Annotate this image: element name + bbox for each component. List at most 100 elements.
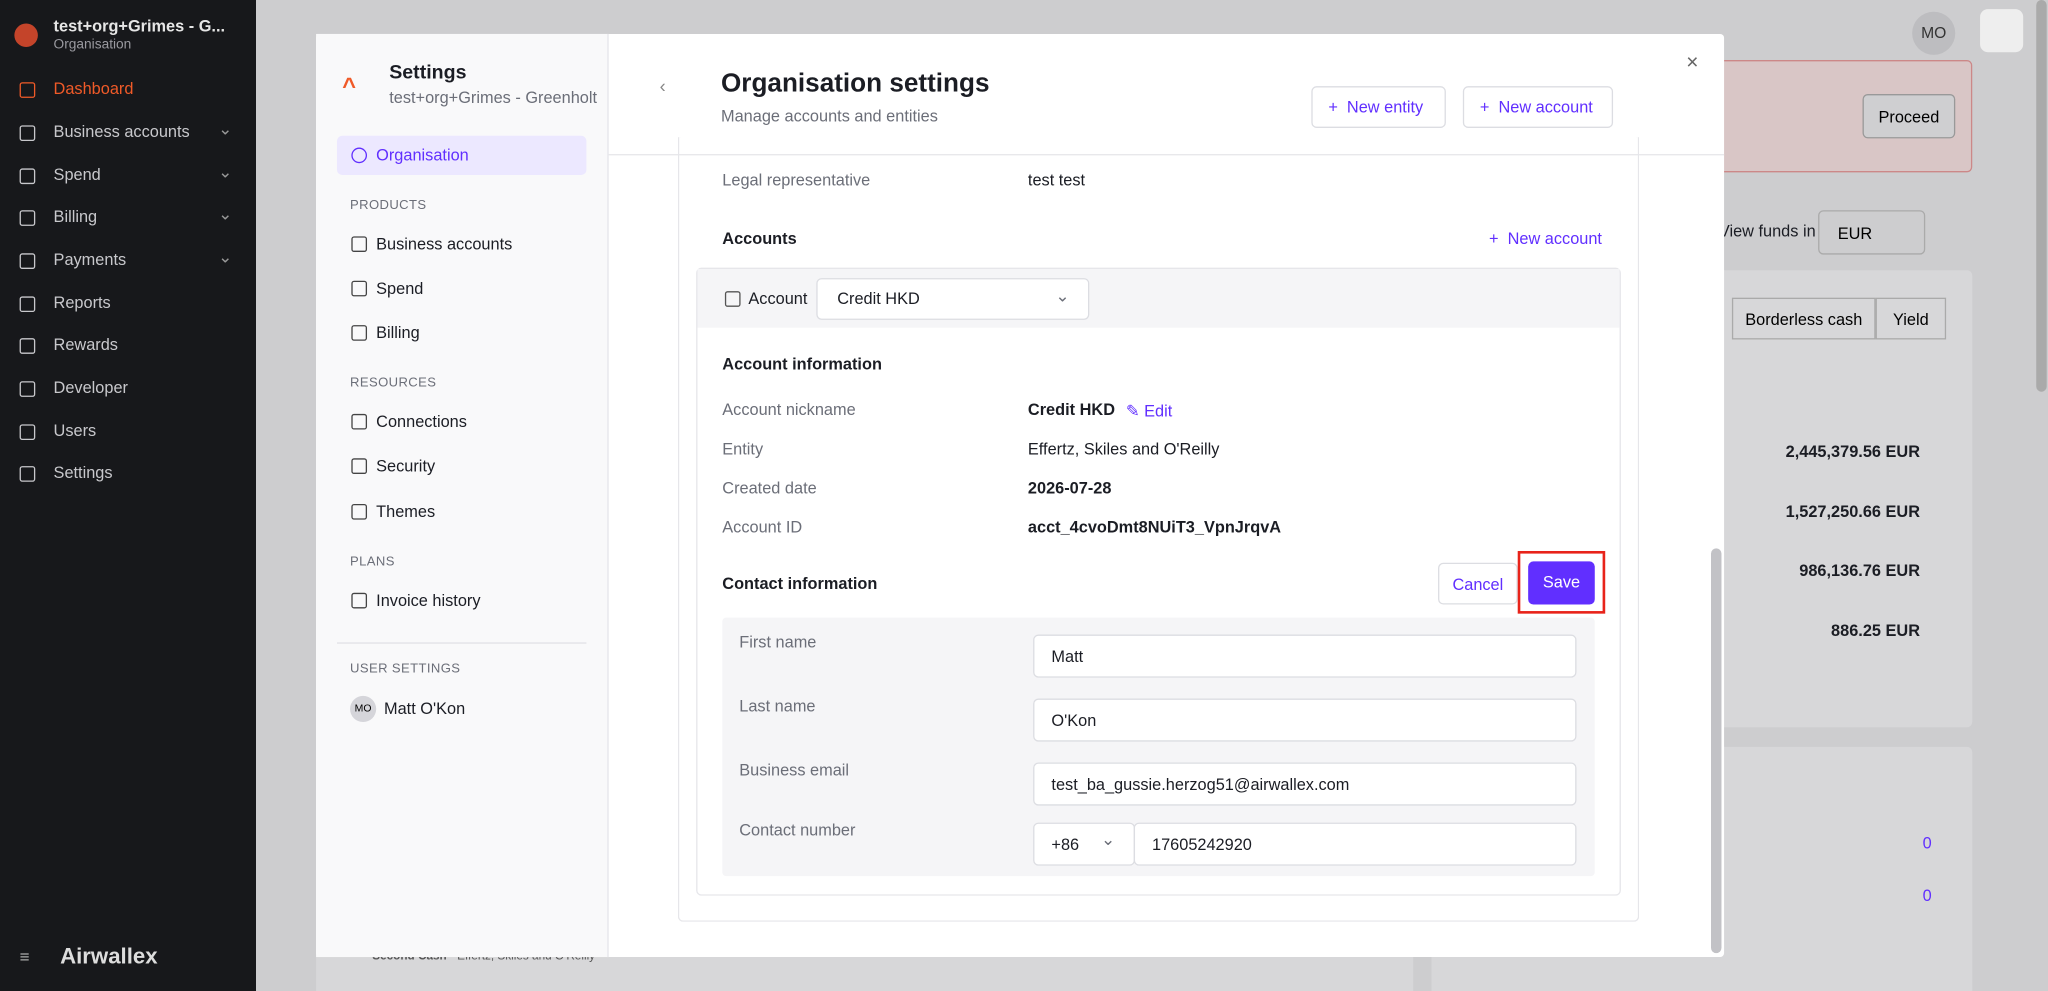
nav-icon [19,125,36,142]
nav-icon [19,424,36,441]
account-label: Account [748,289,808,309]
page-title: Organisation settings [720,69,990,98]
amount: 2,445,379.56 EUR [1785,442,1920,461]
nav-item[interactable]: Invoice history [376,591,481,610]
nav-item[interactable]: Rewards [53,335,118,354]
nav-icon [351,458,368,474]
section-heading: Accounts [722,229,797,249]
label: Edit [1144,402,1173,421]
chevron: ⌄ [1101,829,1116,849]
selected-account: Credit HKD [837,289,920,309]
avatar[interactable]: MO [1912,11,1956,55]
new-account-link[interactable]: + New account [1488,229,1602,249]
nav-icon [19,381,36,397]
chevron[interactable]: ⌄ [218,246,233,267]
nav-icon [19,338,36,354]
nav-icon [351,236,368,252]
amount: 886.25 EUR [1831,621,1920,640]
view-funds: View funds in [1718,221,1816,241]
nav-icon [351,503,368,520]
count: 0 [1922,886,1932,905]
currency-select[interactable]: EUR [1818,210,1926,255]
menu-icon[interactable]: ≡ [19,946,30,967]
nav-item[interactable]: Connections [376,412,467,431]
nav-item[interactable]: Themes [376,502,436,521]
nav-item[interactable]: Developer [53,378,128,397]
phone-code[interactable]: +86 [1033,822,1136,866]
field-label: Account ID [722,518,803,537]
back-button[interactable]: ‹ [659,75,666,97]
nav-subtitle: test+org+Grimes - Greenholt [389,88,598,108]
brand-icon: ^ [342,73,356,100]
text-input[interactable]: O'Kon [1033,698,1577,742]
proceed-button[interactable]: Proceed [1862,94,1956,139]
chevron[interactable]: ⌄ [218,161,233,182]
nav-item[interactable]: Reports [53,293,111,313]
field-label: Business email [739,761,850,780]
ai-button[interactable] [1980,9,2024,53]
logo: Airwallex [60,943,158,969]
nav-item[interactable]: Billing [376,323,420,343]
nav-item-active[interactable]: Organisation [376,146,469,165]
account-select[interactable]: Credit HKD ⌄ [816,278,1090,320]
section-heading: Contact information [722,574,878,593]
nav-icon [351,413,368,430]
field-label: Last name [739,697,816,716]
tab[interactable]: Yield [1875,297,1947,340]
nav-icon [19,82,36,98]
active-item-bg[interactable] [336,135,587,175]
field-value: test test [1027,171,1086,190]
nav-item[interactable]: Spend [376,279,424,298]
nav-item[interactable]: Payments [53,250,127,269]
nav-icon [351,280,368,297]
nav-item[interactable]: Business accounts [376,235,513,254]
field-label: Created date [722,479,817,498]
nav-item[interactable]: Billing [53,207,98,226]
edit-link[interactable]: ✎ Edit [1125,402,1173,421]
field-value: 2026-07-28 [1027,479,1112,498]
text-input[interactable]: test_ba_gussie.herzog51@airwallex.com [1033,762,1577,806]
nav-item[interactable]: Dashboard [53,79,134,98]
section-heading: Account information [722,355,882,374]
account-icon [724,291,741,307]
chevron[interactable]: ⌄ [218,203,233,224]
text-input[interactable]: 17605242920 [1133,822,1577,866]
tab[interactable]: Borderless cash [1731,297,1876,340]
label: New account [1507,229,1602,249]
nav-icon [19,296,36,313]
page-subtitle: Manage accounts and entities [720,107,938,126]
chevron[interactable]: ⌄ [218,118,233,139]
nav-item[interactable]: Spend [53,165,101,185]
content-card [677,137,1640,922]
field-label: Entity [722,440,764,459]
nav-item[interactable]: Business accounts [53,122,190,142]
save-button[interactable]: Save [1528,561,1595,605]
text-input[interactable]: Matt [1033,634,1577,678]
field-label: Legal representative [722,171,871,190]
field-label: Account nickname [722,400,856,420]
field-label: First name [739,633,817,652]
page-scrollbar [2036,0,2047,392]
org-name[interactable]: test+org+Grimes - G... [53,16,226,36]
user-name[interactable]: Matt O'Kon [383,699,466,719]
highlight [1517,550,1606,614]
user-avatar: MO [350,695,377,723]
count: 0 [1922,834,1932,853]
cancel-button[interactable]: Cancel [1438,562,1518,605]
new-entity-button[interactable]: + New entity [1311,86,1446,128]
nav-item[interactable]: Settings [53,463,113,482]
nav-icon [351,325,368,341]
modal-nav [316,33,609,958]
nav-item[interactable]: Users [53,421,97,441]
field-value: acct_4cvoDmt8NUiT3_VpnJrqvA [1027,518,1282,537]
close-button[interactable]: × [1686,52,1699,75]
org-type: Organisation [53,36,132,53]
nav-icon [19,253,36,269]
nav-icon [19,168,36,185]
label: New entity [1346,97,1424,117]
label: New account [1498,97,1593,117]
new-account-button[interactable]: + New account [1462,86,1614,128]
nav-item[interactable]: Security [376,456,436,476]
